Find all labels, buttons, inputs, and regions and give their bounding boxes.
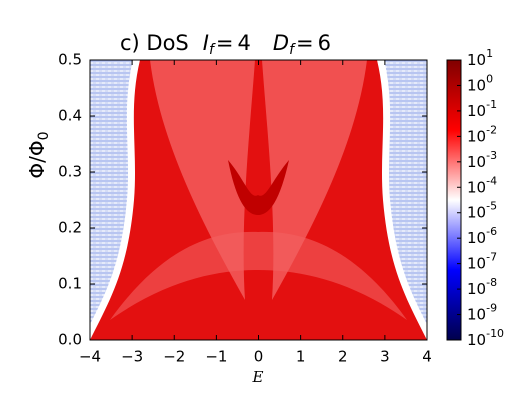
tick-base: 10: [467, 127, 486, 145]
tick-exponent: -8: [486, 276, 497, 289]
title-symbol: D: [273, 31, 289, 55]
tick-base: 10: [467, 229, 486, 247]
colorbar-tick-label: 10-8: [467, 276, 497, 298]
tick-base: 10: [467, 76, 486, 94]
tick-exponent: -10: [486, 327, 504, 340]
colorbar-tick-label: 100: [467, 72, 493, 94]
y-tick-label: 0.3: [58, 163, 82, 181]
x-tick-label: −3: [121, 348, 143, 366]
title-subscript: f: [209, 42, 216, 58]
title-subscript: f: [289, 42, 296, 58]
tick-base: 10: [467, 178, 486, 196]
tick-exponent: -7: [486, 251, 497, 264]
colorbar-tick-label: 10-3: [467, 149, 497, 171]
y-tick-label: 0.1: [58, 275, 82, 293]
tick-base: 10: [467, 254, 486, 272]
title-text: c) DoS: [120, 31, 189, 55]
colorbar-tick-label: 10-2: [467, 123, 497, 145]
tick-base: 10: [467, 101, 486, 119]
x-tick-label: 0: [254, 348, 264, 366]
title-symbol: I: [203, 31, 209, 55]
tick-exponent: -3: [486, 149, 497, 162]
y-tick-label: 0.2: [58, 219, 82, 237]
x-tick-label: −2: [163, 348, 185, 366]
y-tick-label: 0.4: [58, 107, 82, 125]
tick-base: 10: [467, 305, 486, 323]
tick-exponent: -6: [486, 225, 497, 238]
y-tick-label: 0.5: [58, 51, 82, 69]
title-value: 6: [318, 31, 331, 55]
x-tick-label: −1: [205, 348, 227, 366]
x-tick-label: 3: [380, 348, 390, 366]
tick-base: 10: [467, 51, 486, 69]
tick-base: 10: [467, 280, 486, 298]
heatmap-core: [228, 160, 289, 215]
tick-exponent: -1: [486, 98, 497, 111]
y-tick-label: 0.0: [58, 331, 82, 349]
colorbar-tick-label: 101: [467, 47, 493, 69]
x-axis-label: E: [252, 368, 264, 386]
title-value: 4: [238, 31, 251, 55]
title-relation: =: [216, 31, 234, 55]
x-tick-label: −4: [79, 348, 101, 366]
tick-exponent: -4: [486, 174, 497, 187]
tick-base: 10: [467, 203, 486, 221]
tick-exponent: 0: [486, 72, 493, 85]
heatmap-lobe: [110, 231, 407, 320]
tick-exponent: -2: [486, 123, 497, 136]
chart-title: c) DoS If= 4 Df= 6: [120, 31, 331, 58]
x-tick-label: 4: [422, 348, 432, 366]
colorbar-tick-label: 10-1: [467, 98, 497, 120]
title-relation: =: [296, 31, 314, 55]
tick-base: 10: [467, 152, 486, 170]
colorbar-tick-label: 10-9: [467, 302, 497, 324]
tick-exponent: -9: [486, 302, 497, 315]
colorbar-tick-label: 10-10: [467, 327, 504, 349]
colorbar-tick-label: 10-6: [467, 225, 497, 247]
colorbar-tick-label: 10-5: [467, 200, 497, 222]
tick-base: 10: [467, 331, 486, 349]
y-axis-label: Φ/Φ0: [25, 131, 53, 178]
colorbar-tick-label: 10-4: [467, 174, 497, 196]
heatmap-image: [90, 60, 427, 340]
y-label-text: Φ/Φ: [25, 140, 49, 178]
colorbar-tick-label: 10-7: [467, 251, 497, 273]
x-tick-label: 2: [338, 348, 348, 366]
y-label-subscript: 0: [36, 131, 52, 140]
x-tick-label: 1: [296, 348, 306, 366]
tick-exponent: -5: [486, 200, 497, 213]
colorbar: [446, 59, 462, 341]
tick-exponent: 1: [486, 47, 493, 60]
